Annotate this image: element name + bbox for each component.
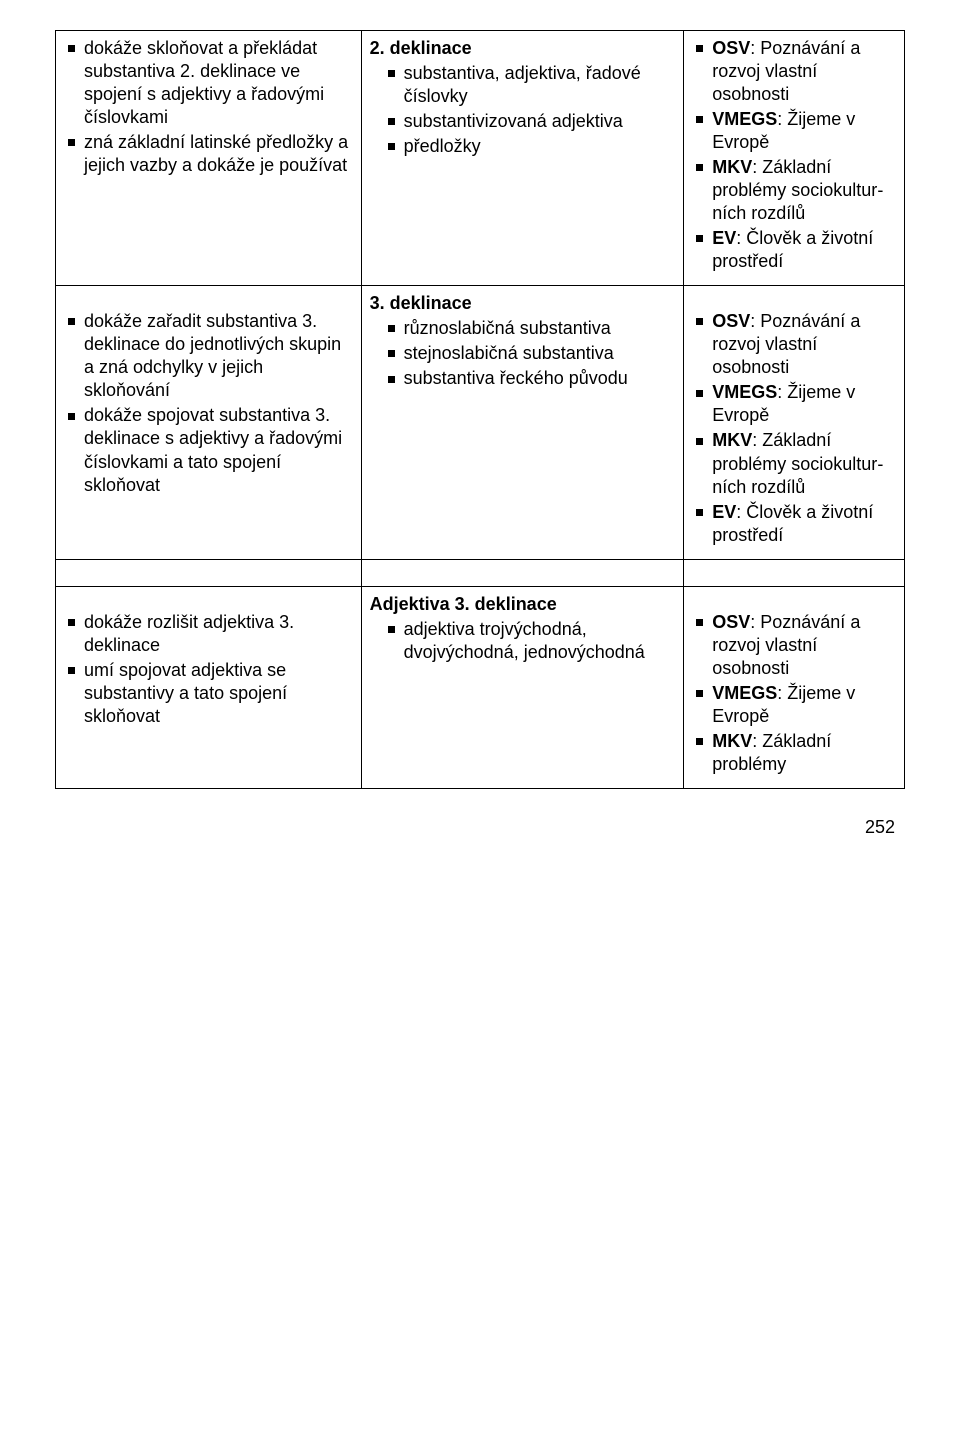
crosslink-text: : Člověk a životní prostředí <box>712 502 873 545</box>
spacer-row <box>56 559 905 586</box>
list-item: dokáže zařadit substantiva 3. deklinace … <box>64 310 353 402</box>
list-item: umí spojovat adjektiva se substantivy a … <box>64 659 353 728</box>
content-cell: 2. deklinacesubstantiva, adjektiva, řado… <box>361 31 684 286</box>
crosslink-code: VMEGS <box>712 683 777 703</box>
list-item: dokáže skloňovat a překládat substantiva… <box>64 37 353 129</box>
list-item: EV: Člověk a životní prostředí <box>692 227 896 273</box>
crosslink-code: MKV <box>712 430 752 450</box>
outcomes-cell: dokáže zařadit substantiva 3. deklinace … <box>56 286 362 559</box>
list-item: VMEGS: Žijeme v Evropě <box>692 381 896 427</box>
crosslink-code: EV <box>712 502 736 522</box>
list-item: předložky <box>370 135 676 158</box>
section-heading: 2. deklinace <box>370 37 676 60</box>
page-number: 252 <box>55 789 905 838</box>
section-heading: Adjektiva 3. deklinace <box>370 593 676 616</box>
outcomes-cell: dokáže skloňovat a překládat substantiva… <box>56 31 362 286</box>
spacer-cell <box>361 559 684 586</box>
crosslink-code: OSV <box>712 311 750 331</box>
list-item: OSV: Poznávání a rozvoj vlastní osobnost… <box>692 37 896 106</box>
list-item: různoslabičná substantiva <box>370 317 676 340</box>
list-item: adjektiva trojvýchodná, dvojvýchodná, je… <box>370 618 676 664</box>
list-item: substantivizovaná adjektiva <box>370 110 676 133</box>
crosslink-code: EV <box>712 228 736 248</box>
crosslinks-cell: OSV: Poznávání a rozvoj vlastní osobnost… <box>684 31 905 286</box>
outcomes-cell: dokáže rozlišit adjektiva 3. deklinaceum… <box>56 586 362 788</box>
content-table: dokáže skloňovat a překládat substantiva… <box>55 30 905 789</box>
list-item: VMEGS: Žijeme v Evropě <box>692 682 896 728</box>
list-item: EV: Člověk a životní prostředí <box>692 501 896 547</box>
list-item: VMEGS: Žijeme v Evropě <box>692 108 896 154</box>
list-item: MKV: Základní problémy sociokultur­ních … <box>692 429 896 498</box>
spacer-cell <box>56 559 362 586</box>
crosslink-code: VMEGS <box>712 382 777 402</box>
crosslink-code: MKV <box>712 157 752 177</box>
crosslink-text: : Člověk a životní prostředí <box>712 228 873 271</box>
list-item: OSV: Poznávání a rozvoj vlastní osobnost… <box>692 310 896 379</box>
list-item: MKV: Základní problémy sociokultur­ních … <box>692 156 896 225</box>
spacer-cell <box>684 559 905 586</box>
table-row: dokáže skloňovat a překládat substantiva… <box>56 31 905 286</box>
content-cell: 3. deklinacerůznoslabičná substantivaste… <box>361 286 684 559</box>
list-item: dokáže spojovat substantiva 3. deklinace… <box>64 404 353 496</box>
table-row: dokáže rozlišit adjektiva 3. deklinaceum… <box>56 586 905 788</box>
list-item: OSV: Poznávání a rozvoj vlastní osobnost… <box>692 611 896 680</box>
list-item: MKV: Základní problémy <box>692 730 896 776</box>
crosslinks-cell: OSV: Poznávání a rozvoj vlastní osobnost… <box>684 586 905 788</box>
crosslink-code: OSV <box>712 38 750 58</box>
content-cell: Adjektiva 3. deklinaceadjektiva trojvých… <box>361 586 684 788</box>
list-item: substantiva, adjektiva, řadové číslovky <box>370 62 676 108</box>
list-item: zná základní latinské předložky a jejich… <box>64 131 353 177</box>
section-heading: 3. deklinace <box>370 292 676 315</box>
crosslink-code: OSV <box>712 612 750 632</box>
list-item: dokáže rozlišit adjektiva 3. deklinace <box>64 611 353 657</box>
crosslinks-cell: OSV: Poznávání a rozvoj vlastní osobnost… <box>684 286 905 559</box>
crosslink-code: MKV <box>712 731 752 751</box>
list-item: substantiva řeckého původu <box>370 367 676 390</box>
table-body: dokáže skloňovat a překládat substantiva… <box>56 31 905 789</box>
crosslink-code: VMEGS <box>712 109 777 129</box>
table-row: dokáže zařadit substantiva 3. deklinace … <box>56 286 905 559</box>
list-item: stejnoslabičná substantiva <box>370 342 676 365</box>
